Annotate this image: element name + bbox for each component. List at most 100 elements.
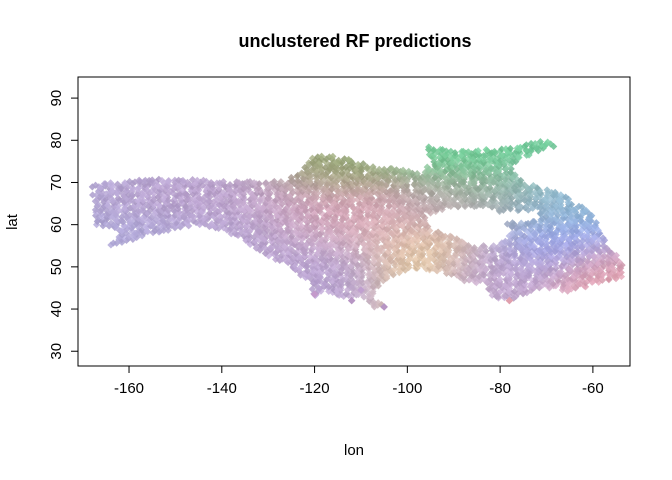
data-point (450, 196, 458, 204)
data-point (395, 234, 403, 243)
data-point (475, 151, 483, 159)
data-point (403, 203, 412, 212)
data-point (279, 248, 287, 256)
data-point (317, 229, 325, 237)
data-point (426, 201, 434, 210)
data-point (438, 145, 447, 154)
x-tick-label: -140 (207, 380, 237, 397)
data-point (352, 255, 361, 263)
data-point (286, 208, 294, 216)
data-point (323, 201, 331, 209)
data-point (517, 219, 525, 227)
data-point (293, 182, 302, 190)
data-point (295, 264, 304, 272)
data-point (328, 247, 336, 255)
data-point (462, 254, 470, 263)
data-point (493, 279, 501, 287)
data-point (415, 249, 423, 258)
data-point (512, 292, 520, 301)
data-point (404, 234, 412, 242)
data-point (425, 143, 433, 151)
data-point (273, 216, 281, 224)
data-point (349, 223, 358, 231)
data-point (348, 159, 357, 168)
data-point (347, 296, 356, 305)
data-point (312, 180, 320, 188)
data-point (425, 151, 434, 159)
data-point (515, 153, 523, 162)
data-point (454, 184, 462, 192)
data-point (482, 265, 490, 273)
data-point (328, 161, 336, 169)
data-point (514, 289, 522, 297)
data-point (384, 262, 392, 270)
data-point (355, 281, 364, 289)
data-point (263, 247, 272, 255)
data-point (278, 251, 286, 260)
data-point (543, 186, 551, 194)
data-point (120, 233, 128, 242)
data-point (474, 147, 482, 155)
data-point (499, 264, 508, 272)
data-point (327, 239, 336, 247)
data-point (612, 255, 620, 263)
data-point (505, 284, 514, 293)
data-point (394, 196, 402, 204)
data-point (563, 204, 571, 212)
data-point (316, 201, 324, 209)
data-point (339, 260, 347, 268)
data-point (373, 238, 381, 246)
data-point (595, 278, 603, 286)
data-point (394, 200, 402, 208)
data-point (487, 256, 495, 264)
data-point (289, 188, 297, 197)
data-point (398, 215, 406, 223)
data-point (537, 245, 545, 253)
data-point (318, 224, 326, 232)
data-point (371, 183, 379, 191)
data-point (308, 285, 316, 293)
data-point (610, 266, 618, 275)
data-point (505, 181, 513, 189)
data-point (530, 242, 538, 251)
data-point (586, 271, 594, 279)
data-point (370, 247, 378, 256)
data-point (537, 141, 545, 149)
data-point (507, 264, 515, 272)
data-point (148, 176, 156, 184)
data-point (372, 201, 380, 209)
data-point (479, 258, 487, 267)
data-point (600, 252, 608, 260)
y-axis-label: lat (4, 213, 21, 230)
data-point (594, 272, 602, 280)
data-point (334, 206, 343, 215)
data-point (278, 211, 287, 219)
data-point (408, 227, 416, 235)
data-point (418, 188, 426, 196)
data-point (383, 242, 392, 250)
data-point (158, 176, 166, 185)
data-point (403, 216, 412, 224)
data-point (477, 256, 486, 264)
data-point (376, 256, 384, 264)
data-point (463, 186, 471, 194)
data-point (270, 177, 278, 186)
data-point (590, 252, 598, 260)
data-point (276, 256, 284, 264)
data-point (492, 173, 501, 181)
data-point (313, 189, 322, 197)
data-point (503, 271, 511, 279)
data-point (464, 248, 472, 256)
data-point (380, 303, 388, 311)
data-point (552, 282, 560, 290)
data-point (511, 179, 520, 187)
data-point (266, 212, 275, 220)
data-point (114, 202, 123, 210)
data-point (573, 265, 581, 273)
data-point (483, 256, 491, 264)
data-point (263, 232, 271, 240)
data-point (567, 285, 575, 293)
data-point (348, 179, 356, 187)
data-point (310, 188, 318, 197)
data-point (171, 176, 179, 184)
